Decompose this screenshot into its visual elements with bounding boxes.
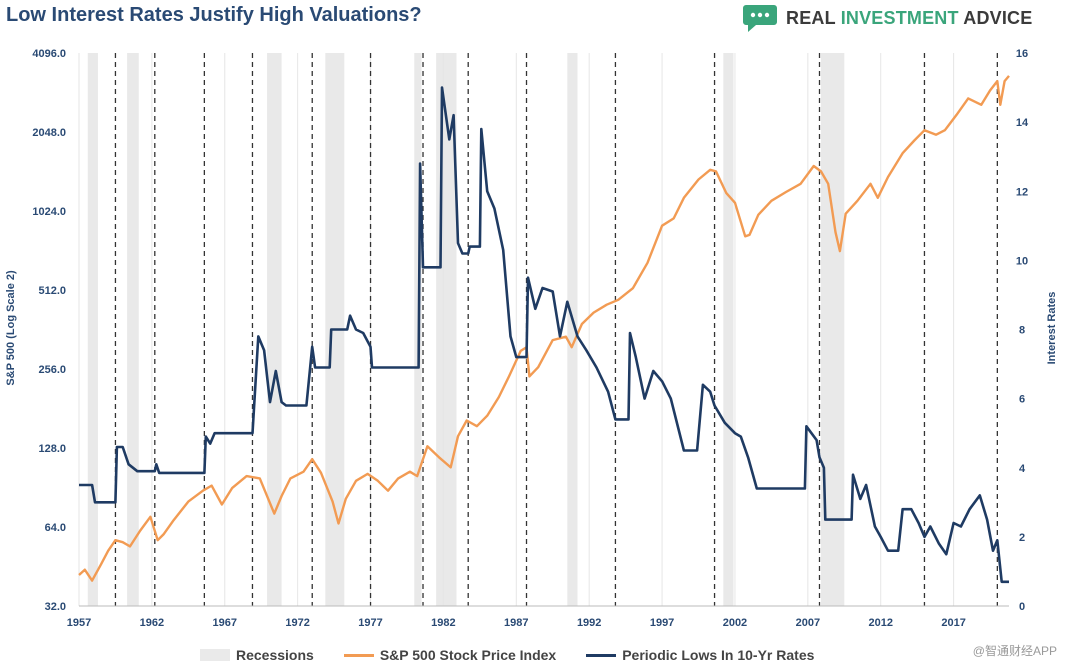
recession-band [87, 53, 98, 606]
legend-sp500: S&P 500 Stock Price Index [343, 647, 557, 663]
right-tick-label: 6 [1019, 394, 1025, 406]
x-tick-label: 1992 [577, 617, 601, 629]
recession-band [267, 53, 282, 606]
brand-word-investment: INVESTMENT [840, 7, 959, 28]
legend-swatch-recessions [200, 649, 230, 661]
chart-title: Low Interest Rates Justify High Valuatio… [6, 4, 422, 26]
x-tick-label: 2007 [796, 617, 820, 629]
legend-swatch-rates [586, 653, 617, 657]
left-tick-label: 1024.0 [32, 206, 66, 218]
right-tick-label: 8 [1019, 325, 1025, 337]
right-axis-title: Interest Rates [1046, 292, 1058, 365]
x-tick-label: 1972 [285, 617, 309, 629]
legend-recessions: Recessions [200, 647, 314, 663]
legend-swatch-sp500 [343, 653, 374, 657]
x-axis-ticks: 1957 1962 1967 1972 1977 1982 1987 1992 1997 2002… [67, 617, 966, 629]
left-tick-label: 2048.0 [32, 127, 66, 139]
x-tick-label: 2017 [941, 617, 965, 629]
brand-word-real: REAL [786, 7, 836, 28]
recession-bands [87, 53, 845, 606]
recession-band [723, 53, 734, 606]
brand-name: REAL INVESTMENT ADVICE [786, 8, 1032, 29]
sp500-line [78, 75, 1010, 582]
watermark: @智通财经APP [972, 644, 1057, 658]
x-tick-label: 2012 [868, 617, 892, 629]
x-tick-label: 1982 [431, 617, 455, 629]
x-tick-label: 1997 [650, 617, 674, 629]
left-axis-title: S&P 500 (Log Scale 2) [5, 270, 17, 386]
right-tick-label: 10 [1016, 255, 1028, 267]
x-tick-label: 1987 [504, 617, 528, 629]
left-tick-label: 64.0 [45, 522, 66, 534]
recession-band [820, 53, 845, 606]
x-tick-label: 1967 [213, 617, 237, 629]
recession-band [127, 53, 139, 606]
x-tick-label: 1977 [358, 617, 382, 629]
vertical-gridlines [78, 53, 955, 606]
brand-word-advice: ADVICE [963, 7, 1033, 28]
rate-low-markers [114, 53, 998, 606]
right-tick-label: 12 [1016, 186, 1028, 198]
rates-line [79, 86, 1009, 584]
left-tick-label: 4096.0 [32, 48, 66, 60]
brand-logo: REAL INVESTMENT ADVICE [742, 2, 1032, 34]
legend-label-rates: Periodic Lows In 10-Yr Rates [622, 647, 815, 663]
left-tick-label: 256.0 [38, 364, 66, 376]
legend-label-recessions: Recessions [236, 647, 314, 663]
right-axis-ticks: 0 2 4 6 8 10 12 14 16 [1016, 48, 1029, 613]
right-tick-label: 2 [1019, 532, 1025, 544]
chart-legend: Recessions S&P 500 Stock Price Index Per… [200, 647, 844, 663]
legend-rates: Periodic Lows In 10-Yr Rates [586, 647, 814, 663]
right-tick-label: 16 [1016, 48, 1028, 60]
left-tick-label: 32.0 [45, 601, 66, 613]
series-lines [78, 75, 1010, 584]
x-tick-label: 1957 [67, 617, 91, 629]
chat-bubble-icon [743, 5, 777, 32]
left-tick-label: 128.0 [38, 443, 66, 455]
legend-label-sp500: S&P 500 Stock Price Index [379, 647, 557, 663]
right-tick-label: 14 [1016, 117, 1029, 129]
x-tick-label: 1962 [140, 617, 164, 629]
right-tick-label: 4 [1019, 463, 1026, 475]
recession-band [567, 53, 578, 606]
left-tick-label: 512.0 [38, 285, 66, 297]
left-axis-ticks: 32.0 64.0 128.0 256.0 512.0 1024.0 2048.0 4096.… [32, 48, 66, 613]
right-tick-label: 0 [1019, 601, 1025, 613]
x-tick-label: 2002 [723, 617, 747, 629]
chart-plot: 1957 1962 1967 1972 1977 1982 1987 1992 1997 2002… [5, 48, 1058, 629]
